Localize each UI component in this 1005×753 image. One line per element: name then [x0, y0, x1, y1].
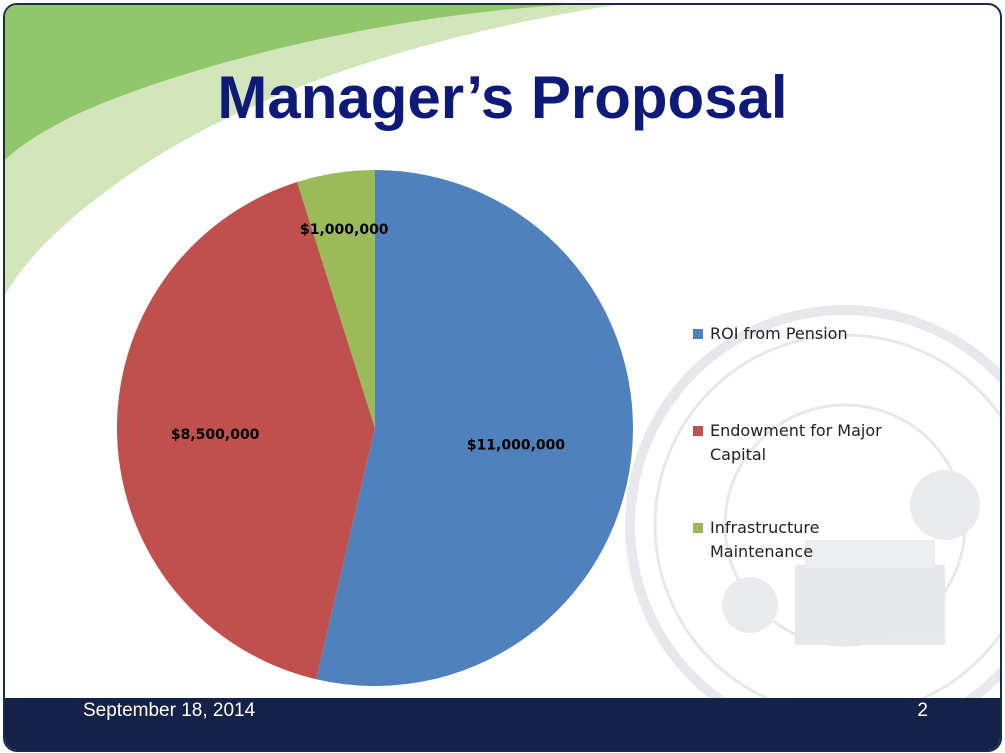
pie-data-label-2: $8,500,000 [171, 427, 260, 443]
legend-swatch-1 [693, 329, 703, 339]
slide-title: Manager’s Proposal [217, 64, 788, 131]
pie-slices [116, 170, 633, 686]
legend-swatch-3 [693, 523, 703, 533]
footer-date: September 18, 2014 [83, 700, 256, 721]
swoosh-dark [5, 5, 565, 160]
pie-slice-1 [316, 170, 633, 686]
legend-label-1: ROI from Pension [710, 324, 848, 343]
pie-data-labels: $11,000,000 $8,500,000 $1,000,000 [171, 222, 566, 453]
background-decoration [5, 5, 1000, 745]
city-seal-watermark [625, 305, 1000, 745]
slide-footer: September 18, 2014 2 [5, 698, 1000, 750]
legend-label-3: Infrastructure Maintenance [710, 518, 819, 561]
pie-slice-2 [116, 182, 376, 680]
legend-swatch-2 [693, 426, 703, 436]
pie-data-label-3: $1,000,000 [300, 222, 389, 238]
pie-data-label-1: $11,000,000 [467, 437, 566, 453]
pie-chart: $11,000,000 $8,500,000 $1,000,000 ROI from… [116, 170, 882, 686]
legend-label-2: Endowment for Major Capital [710, 421, 882, 464]
pie-slice-3 [297, 170, 375, 428]
chart-legend: ROI from Pension Endowment for Major Capit… [693, 324, 882, 561]
slide: Manager’s Proposal $11,000,000 $8,500,000… [3, 3, 1002, 752]
page-number: 2 [917, 700, 928, 721]
